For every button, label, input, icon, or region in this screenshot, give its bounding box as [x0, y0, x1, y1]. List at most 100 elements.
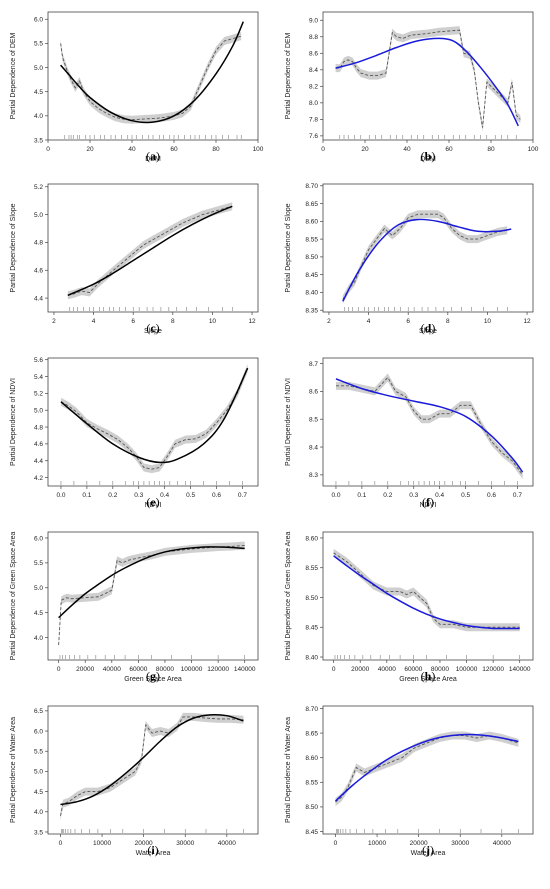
x-tick-label: 8 [446, 318, 450, 325]
y-axis-title: Partial Dependence of Green Space Area [285, 531, 292, 660]
x-tick-label: 40 [128, 146, 136, 153]
x-tick-label: 12 [248, 318, 256, 325]
chart-panel-b: 0 20 40 60 80 100 7.6 7.8 8.0 8.2 8.4 8.6 8.8 9.0 DEM P… [285, 11, 539, 163]
fitted-curve [60, 367, 249, 464]
caption-close: ) [156, 149, 160, 163]
caption-letter: i [151, 843, 155, 857]
panel-caption: (d) [421, 321, 436, 335]
x-tick-label: 0 [59, 840, 63, 847]
x-axis-title: DEM [420, 156, 436, 163]
pdp-dashed-line [58, 544, 245, 646]
x-tick-label: 0.2 [383, 492, 392, 499]
caption-letter: d [425, 321, 432, 335]
confidence-band [335, 731, 519, 806]
x-tick-label: 0.6 [212, 492, 221, 499]
fitted-curve [333, 555, 520, 630]
x-tick-label: 6 [131, 318, 135, 325]
caption-close: ) [156, 321, 160, 335]
caption-close: ) [431, 149, 435, 163]
x-tick-label: 40 [403, 146, 411, 153]
caption-close: ) [430, 495, 434, 509]
x-tick-label: 60 [445, 146, 453, 153]
y-tick-label: 8.0 [309, 100, 318, 107]
y-axis-title: Partial Dependence of Water Area [10, 717, 17, 823]
x-tick-label: 100000 [456, 666, 478, 673]
y-tick-label: 8.60 [305, 219, 318, 226]
caption-letter: e [150, 495, 156, 509]
panel-caption: (i) [147, 843, 158, 857]
y-tick-label: 8.3 [309, 472, 318, 479]
y-axis-title: Partial Dependence of Slope [285, 203, 292, 292]
x-tick-label: 20000 [76, 666, 94, 673]
y-tick-label: 4.2 [34, 475, 43, 482]
x-axis-title: Green Space Area [399, 676, 457, 683]
y-tick-label: 7.8 [309, 117, 318, 124]
y-tick-label: 8.60 [305, 755, 318, 762]
x-axis-title: Water Area [411, 850, 446, 857]
fitted-curve [60, 21, 244, 124]
caption-close: ) [156, 495, 160, 509]
x-axis-title: Slope [419, 328, 437, 335]
x-tick-label: 60 [170, 146, 178, 153]
x-tick-label: 80000 [156, 666, 174, 673]
y-tick-label: 8.4 [309, 444, 318, 451]
x-tick-label: 2 [327, 318, 331, 325]
x-axis-title: Green Space Area [124, 676, 182, 683]
caption-close: ) [431, 321, 435, 335]
caption-letter: j [425, 843, 430, 857]
y-tick-label: 8.8 [309, 34, 318, 41]
y-tick-label: 8.65 [305, 201, 318, 208]
y-tick-label: 6.0 [34, 17, 43, 24]
x-tick-label: 0.1 [82, 492, 91, 499]
y-tick-label: 4.4 [34, 458, 43, 465]
y-tick-label: 5.5 [34, 749, 43, 756]
y-tick-label: 5.4 [34, 374, 43, 381]
panel-caption: (b) [421, 149, 436, 163]
caption-open: ( [146, 321, 150, 335]
panel-caption: (h) [421, 669, 436, 683]
x-tick-label: 4 [367, 318, 371, 325]
x-tick-label: 6 [406, 318, 410, 325]
chart-panel-h: 0 20000 40000 60000 80000 100000 120000 140000 8… [285, 531, 534, 683]
y-tick-label: 3.5 [34, 137, 43, 144]
x-tick-label: 80000 [431, 666, 449, 673]
x-tick-label: 20 [361, 146, 369, 153]
y-tick-label: 4.5 [34, 89, 43, 96]
x-axis-title: Slope [144, 328, 162, 335]
x-tick-label: 0 [332, 666, 336, 673]
panel-caption: (j) [422, 843, 434, 857]
y-tick-label: 8.70 [305, 183, 318, 190]
y-tick-label: 3.5 [34, 829, 43, 836]
panel-caption: (f) [422, 495, 434, 509]
caption-open: ( [421, 321, 425, 335]
y-tick-label: 8.5 [309, 417, 318, 424]
panel-caption: (a) [146, 149, 160, 163]
x-tick-label: 10000 [368, 840, 386, 847]
x-axis-title: DEM [145, 156, 161, 163]
y-axis-title: Partial Dependence of Water Area [285, 717, 292, 823]
x-axis-title: NDVI [420, 502, 437, 509]
x-tick-label: 0.2 [108, 492, 117, 499]
pdp-dashed-line [333, 552, 520, 628]
y-tick-label: 8.55 [305, 780, 318, 787]
x-tick-label: 0 [57, 666, 61, 673]
fitted-curve [334, 733, 519, 802]
x-tick-label: 0.5 [461, 492, 470, 499]
y-tick-label: 8.50 [305, 254, 318, 261]
x-tick-label: 0 [321, 146, 325, 153]
y-axis-title: Partial Dependence of Slope [10, 203, 17, 292]
y-tick-label: 8.55 [305, 565, 318, 572]
plot-frame [322, 183, 534, 313]
y-tick-label: 9.0 [309, 18, 318, 25]
y-tick-label: 8.50 [305, 804, 318, 811]
caption-open: ( [146, 669, 150, 683]
pdp-dashed-line [60, 35, 242, 121]
x-tick-label: 10000 [93, 840, 111, 847]
x-tick-label: 0 [334, 840, 338, 847]
y-tick-label: 8.6 [309, 389, 318, 396]
x-axis-title: NDVI [145, 502, 162, 509]
fitted-curve [67, 205, 233, 296]
x-tick-label: 0.7 [513, 492, 522, 499]
caption-open: ( [146, 495, 150, 509]
